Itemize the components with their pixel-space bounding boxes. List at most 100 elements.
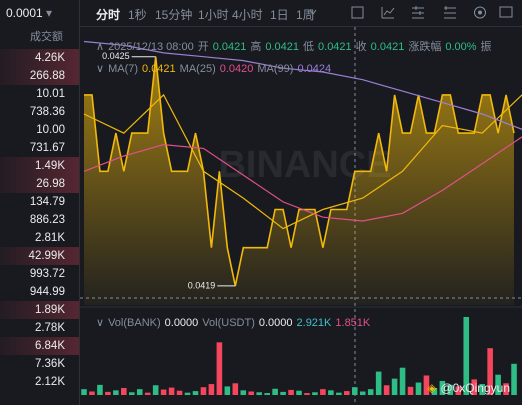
amount: 42.99K <box>0 247 79 265</box>
volume-bar <box>256 392 262 395</box>
volume-bar <box>471 379 478 395</box>
ohlc-value: 0.00% <box>445 41 477 53</box>
precision-select[interactable]: 0.0001 ▾ <box>6 6 53 20</box>
ma-name: MA(25) <box>179 63 216 75</box>
indicator-icon[interactable] <box>444 6 456 19</box>
volume-bar <box>81 389 87 395</box>
credit: ◈ @0xQingyun <box>427 381 510 395</box>
amount: 266.88 <box>0 67 79 85</box>
volume-bar <box>97 384 103 395</box>
interval-tab[interactable]: 1秒 <box>128 8 147 22</box>
toolbar: 分时 1秒 15分钟 1小时 4小时 1日 1周 <box>80 0 522 27</box>
ma-value: 0.0421 <box>142 63 176 75</box>
amount: 731.67 <box>29 142 65 154</box>
window-icon[interactable] <box>499 6 513 18</box>
vol-value: 0.0000 <box>258 317 293 329</box>
volume-bar <box>160 389 167 395</box>
volume-bar <box>288 389 294 395</box>
more-settings-icon[interactable] <box>474 6 486 19</box>
chart-icon[interactable] <box>381 7 395 19</box>
volume-bar <box>351 387 358 395</box>
ma-name: MA(99) <box>257 63 294 75</box>
volume-bar <box>359 391 366 395</box>
volume-bar <box>511 363 517 395</box>
amount: 4.26K <box>0 49 79 67</box>
calendar-icon[interactable] <box>351 6 364 19</box>
volume-bar <box>184 392 191 395</box>
amount: 886.23 <box>29 214 65 226</box>
volume-bar <box>89 391 95 395</box>
amount: 26.98 <box>0 175 79 193</box>
ohlc-label: 低 <box>303 41 315 53</box>
volume-bar <box>208 384 215 395</box>
volume-bar <box>407 386 414 395</box>
ohlc-label: 振 <box>480 41 492 53</box>
volume-bar <box>336 392 342 395</box>
ma-name: MA(7) <box>108 63 139 75</box>
volume-bar <box>128 392 135 395</box>
volume-bar <box>487 348 493 395</box>
order-panel: 0.0001 ▾ 成交额 4.26K 266.88 10.01 738.36 10.00… <box>0 0 80 405</box>
volume-bar <box>168 387 175 395</box>
amount: 1.89K <box>0 301 79 319</box>
ohlc-label: 高 <box>250 41 262 53</box>
ma-line <box>83 40 522 130</box>
price-line <box>84 56 515 287</box>
volume-bar <box>439 380 446 395</box>
interval-tab[interactable]: 4小时 <box>232 8 263 22</box>
low-label: 0.0419 <box>188 280 216 290</box>
volume-bar <box>200 387 207 395</box>
volume-bar <box>328 390 334 395</box>
volume-bar <box>304 393 310 395</box>
volume-bar <box>320 389 326 395</box>
volume-bar <box>447 384 454 395</box>
volume-bar <box>312 392 318 395</box>
ohlc-value: 0.0421 <box>212 41 247 53</box>
volume-bar <box>224 386 231 395</box>
interval-tab[interactable]: 15分钟 <box>155 8 193 22</box>
volume-bar <box>415 382 422 395</box>
ohlc-label: 涨跌幅 <box>408 41 442 53</box>
volume-bar <box>383 385 390 395</box>
interval-tab[interactable]: 分时 <box>96 8 121 22</box>
volume-bar <box>463 317 470 395</box>
volume-bar <box>479 384 485 395</box>
interval-tab[interactable]: 1小时 <box>198 8 229 22</box>
amount: 944.99 <box>29 286 65 298</box>
ohlc-value: 0.0421 <box>265 41 300 53</box>
high-label: 0.0425 <box>102 51 130 61</box>
volume-bar <box>272 388 278 395</box>
volume-bar <box>455 386 462 395</box>
credit-text: @0xQingyun <box>440 381 510 395</box>
ohlc-value: 0.0421 <box>370 41 405 53</box>
interval-tab[interactable]: 1周 <box>296 8 315 22</box>
amount: 6.84K <box>0 337 79 355</box>
volume-bar <box>248 391 255 395</box>
amount: 993.72 <box>29 268 65 280</box>
volume-bar <box>344 391 350 395</box>
amount: 2.12K <box>34 376 65 388</box>
precision: 0.0001 <box>6 6 43 20</box>
vol-value: 0.0000 <box>164 317 199 329</box>
settings-icon[interactable] <box>412 6 424 19</box>
ma-value: 0.0420 <box>219 63 254 75</box>
volume-bar <box>136 389 143 395</box>
amount: 134.79 <box>29 196 65 208</box>
volume-bar <box>495 374 501 395</box>
ohlc-label: 收 <box>355 41 367 53</box>
volume-bar <box>240 390 247 395</box>
volume-bar <box>113 390 119 395</box>
vol-value: 1.851K <box>335 317 371 329</box>
date: 2025/12/13 08:00 <box>108 41 194 53</box>
volume-bar <box>121 387 127 395</box>
volume-legend: ∨ Vol(BANK) 0.0000 Vol(USDT) 0.0000 2.921K 1.8… <box>96 317 371 329</box>
amount: 738.36 <box>29 106 65 118</box>
interval-tab[interactable]: 1日 <box>270 8 289 22</box>
volume-bar <box>144 392 151 395</box>
volume-bar <box>192 391 199 395</box>
more-icon[interactable] <box>309 9 317 15</box>
volume-bar <box>264 393 270 395</box>
toolbar-icons <box>309 6 513 19</box>
amount: 10.00 <box>36 124 65 136</box>
